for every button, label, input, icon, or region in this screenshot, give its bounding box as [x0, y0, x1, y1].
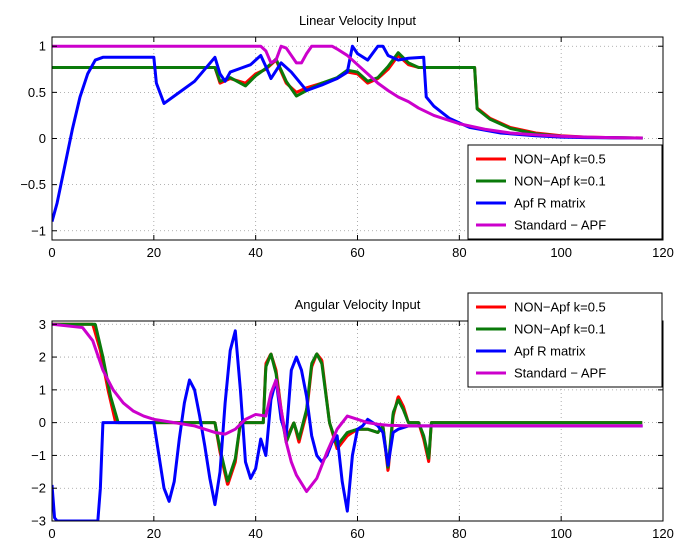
linear-velocity-panel: 0 20 40 60 80 100 120 −1 −0.5 0 0.5 1 Linear Velocit… [20, 13, 674, 260]
legend-label-non-apf-k-0p1: NON−Apf k=0.1 [514, 322, 606, 337]
legend-label-standard-apf: Standard − APF [514, 218, 606, 233]
series-group [52, 44, 643, 222]
legend: NON−Apf k=0.5 NON−Apf k=0.1 Apf R matrix St… [467, 144, 663, 240]
y-tick-label: −2 [31, 481, 46, 496]
x-tick-label: 40 [248, 526, 262, 541]
legend-box [467, 292, 663, 388]
x-tick-label: 100 [550, 526, 572, 541]
series-line-standard-apf [52, 322, 643, 493]
x-tick-label: 0 [48, 245, 55, 260]
series-line-apf-r-matrix [52, 329, 643, 521]
x-tick-label: 80 [452, 526, 466, 541]
legend: NON−Apf k=0.5 NON−Apf k=0.1 Apf R matrix St… [467, 292, 663, 388]
chart-title: Linear Velocity Input [299, 13, 416, 28]
y-tick-label: 0 [39, 415, 46, 430]
y-tick-label: 0 [39, 131, 46, 146]
y-tick-label: 1 [39, 382, 46, 397]
legend-label-apf-r-matrix: Apf R matrix [514, 344, 586, 359]
y-tick-label: −3 [31, 514, 46, 529]
series-line-apf-r-matrix [52, 44, 643, 222]
legend-label-apf-r-matrix: Apf R matrix [514, 196, 586, 211]
x-tick-label: 20 [147, 245, 161, 260]
y-tick-label: −1 [31, 223, 46, 238]
x-tick-label: 20 [147, 526, 161, 541]
x-tick-label: 40 [248, 245, 262, 260]
y-tick-label: 2 [39, 350, 46, 365]
x-tick-label: 120 [652, 245, 674, 260]
y-tick-label: −1 [31, 448, 46, 463]
x-tick-label: 0 [48, 526, 55, 541]
chart-title: Angular Velocity Input [295, 297, 421, 312]
y-tick-label: 3 [39, 317, 46, 332]
x-tick-label: 60 [350, 526, 364, 541]
x-tick-label: 80 [452, 245, 466, 260]
legend-label-non-apf-k-0p1: NON−Apf k=0.1 [514, 174, 606, 189]
legend-label-standard-apf: Standard − APF [514, 366, 606, 381]
y-tick-label: 1 [39, 39, 46, 54]
y-tick-label: −0.5 [20, 177, 46, 192]
x-tick-label: 60 [350, 245, 364, 260]
legend-label-non-apf-k-0p5: NON−Apf k=0.5 [514, 300, 606, 315]
series-line-standard-apf [52, 44, 643, 140]
legend-box [467, 144, 663, 240]
angular-velocity-panel: 0 20 40 60 80 100 120 −3 −2 −1 0 1 2 3 Angular Velocit… [31, 292, 674, 541]
series-group [52, 322, 644, 521]
legend-label-non-apf-k-0p5: NON−Apf k=0.5 [514, 152, 606, 167]
x-tick-label: 120 [652, 526, 674, 541]
x-tick-label: 100 [550, 245, 572, 260]
y-tick-label: 0.5 [28, 85, 46, 100]
